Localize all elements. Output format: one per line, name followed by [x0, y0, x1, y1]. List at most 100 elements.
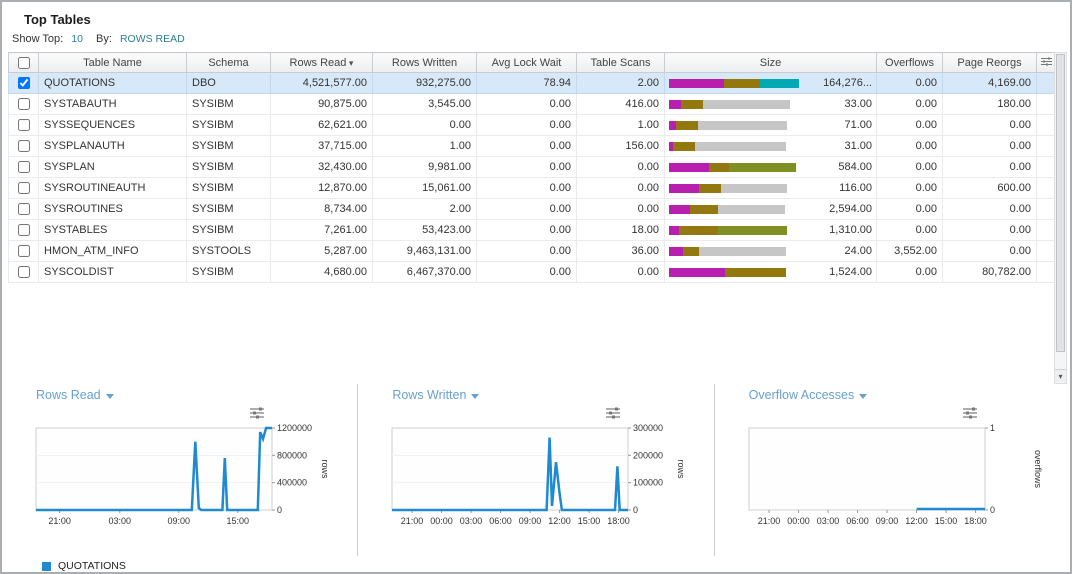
- cell-table-scans: 416.00: [576, 93, 665, 115]
- cell-overflows: 0.00: [876, 198, 943, 220]
- cell-avg-lock-wait: 78.94: [476, 72, 577, 94]
- show-top-value-link[interactable]: 10: [71, 33, 83, 45]
- cell-rows-read: 7,261.00: [270, 219, 373, 241]
- row-checkbox-cell: [8, 177, 39, 199]
- column-header-table-scans[interactable]: Table Scans: [576, 52, 665, 73]
- table-row[interactable]: SYSSEQUENCES SYSIBM 62,621.00 0.00 0.00 1.00 7…: [8, 114, 1057, 136]
- table-row[interactable]: SYSCOLDIST SYSIBM 4,680.00 6,467,370.00 0.00…: [8, 261, 1057, 283]
- size-bar-segment: [702, 99, 790, 109]
- row-checkbox[interactable]: [17, 119, 30, 132]
- size-value: 164,276...: [823, 77, 872, 89]
- cell-table-scans: 156.00: [576, 135, 665, 157]
- table-row[interactable]: SYSROUTINEAUTH SYSIBM 12,870.00 15,061.00 0.…: [8, 177, 1057, 199]
- select-all-checkbox[interactable]: [17, 56, 30, 69]
- column-header-size[interactable]: Size: [664, 52, 877, 73]
- cell-overflows: 0.00: [876, 72, 943, 94]
- size-stacked-bar: [669, 204, 799, 214]
- row-checkbox-cell: [8, 114, 39, 136]
- cell-size: 33.00: [664, 93, 877, 115]
- size-value: 31.00: [844, 140, 872, 152]
- size-bar-segment: [724, 267, 786, 277]
- row-checkbox[interactable]: [17, 182, 30, 195]
- cell-schema: SYSIBM: [186, 198, 271, 220]
- overflow-accesses-chart: 0 1 21:00 00:00 03:00 06:00 09:00 12:00 15:00 18:…: [748, 423, 1043, 526]
- column-header-avg-lock-wait[interactable]: Avg Lock Wait: [476, 52, 577, 73]
- row-checkbox[interactable]: [17, 224, 30, 237]
- svg-text:03:00: 03:00: [816, 516, 839, 526]
- rows-read-chart-dropdown[interactable]: Rows Read: [36, 388, 114, 402]
- row-checkbox[interactable]: [17, 245, 30, 258]
- chart-settings-icon[interactable]: [250, 406, 264, 424]
- table-row[interactable]: HMON_ATM_INFO SYSTOOLS 5,287.00 9,463,131.0…: [8, 240, 1057, 262]
- cell-avg-lock-wait: 0.00: [476, 177, 577, 199]
- row-spacer-cell: [1036, 219, 1057, 241]
- scrollbar-thumb[interactable]: [1056, 54, 1065, 352]
- row-spacer-cell: [1036, 72, 1057, 94]
- size-value: 2,594.00: [829, 203, 872, 215]
- rows-written-chart: 0 100000 200000 300000 21:00 00:00 03:00 06:00 0…: [391, 423, 686, 526]
- cell-overflows: 0.00: [876, 114, 943, 136]
- svg-text:12:00: 12:00: [549, 516, 572, 526]
- chevron-down-icon: [859, 394, 868, 399]
- svg-text:100000: 100000: [633, 478, 663, 488]
- cell-table-name: SYSSEQUENCES: [38, 114, 187, 136]
- column-header-page-reorgs[interactable]: Page Reorgs: [942, 52, 1037, 73]
- chart-settings-icon[interactable]: [962, 406, 977, 424]
- table-area: Table Name Schema Rows Read ▾ Rows Written A…: [2, 52, 1070, 384]
- column-header-rows-written[interactable]: Rows Written: [372, 52, 477, 73]
- cell-rows-read: 8,734.00: [270, 198, 373, 220]
- column-header-schema[interactable]: Schema: [186, 52, 271, 73]
- row-checkbox[interactable]: [17, 203, 30, 216]
- svg-text:06:00: 06:00: [846, 516, 869, 526]
- cell-rows-written: 3,545.00: [372, 93, 477, 115]
- size-stacked-bar: [669, 246, 799, 256]
- cell-page-reorgs: 180.00: [942, 93, 1037, 115]
- cell-rows-written: 6,467,370.00: [372, 261, 477, 283]
- table-row[interactable]: QUOTATIONS DBO 4,521,577.00 932,275.00 78.94…: [8, 72, 1057, 94]
- cell-page-reorgs: 600.00: [942, 177, 1037, 199]
- size-bar-segment: [669, 120, 676, 130]
- scroll-down-button[interactable]: ▾: [1055, 369, 1066, 382]
- column-header-rows-read[interactable]: Rows Read ▾: [270, 52, 373, 73]
- row-checkbox[interactable]: [17, 77, 30, 90]
- cell-table-scans: 0.00: [576, 198, 665, 220]
- by-value-link[interactable]: ROWS READ: [119, 33, 185, 45]
- row-spacer-cell: [1036, 135, 1057, 157]
- table-row[interactable]: SYSPLAN SYSIBM 32,430.00 9,981.00 0.00 0.00 58…: [8, 156, 1057, 178]
- cell-size: 164,276...: [664, 72, 877, 94]
- row-checkbox[interactable]: [17, 266, 30, 279]
- cell-table-name: SYSCOLDIST: [38, 261, 187, 283]
- rows-read-chart: 0 400000 800000 1200000 21:00 03:00 09:00 15:00…: [35, 423, 330, 526]
- vertical-scrollbar[interactable]: ▾: [1054, 52, 1067, 384]
- table-row[interactable]: SYSTABAUTH SYSIBM 90,875.00 3,545.00 0.00 416…: [8, 93, 1057, 115]
- overflow-accesses-chart-dropdown[interactable]: Overflow Accesses: [749, 388, 868, 402]
- svg-text:rows: rows: [676, 459, 686, 479]
- chart-settings-icon[interactable]: [606, 406, 621, 424]
- cell-schema: SYSIBM: [186, 219, 271, 241]
- column-header-overflows[interactable]: Overflows: [876, 52, 943, 73]
- rows-written-chart-dropdown[interactable]: Rows Written: [392, 388, 480, 402]
- table-row[interactable]: SYSROUTINES SYSIBM 8,734.00 2.00 0.00 0.00 2,5…: [8, 198, 1057, 220]
- column-header-table-name[interactable]: Table Name: [38, 52, 187, 73]
- cell-overflows: 0.00: [876, 135, 943, 157]
- row-checkbox[interactable]: [17, 140, 30, 153]
- svg-text:00:00: 00:00: [787, 516, 810, 526]
- size-bar-segment: [728, 162, 797, 172]
- size-bar-segment: [675, 120, 698, 130]
- cell-table-scans: 18.00: [576, 219, 665, 241]
- cell-overflows: 0.00: [876, 261, 943, 283]
- svg-text:15:00: 15:00: [578, 516, 601, 526]
- cell-rows-written: 0.00: [372, 114, 477, 136]
- size-bar-segment: [679, 225, 719, 235]
- cell-rows-read: 5,287.00: [270, 240, 373, 262]
- cell-table-name: HMON_ATM_INFO: [38, 240, 187, 262]
- table-row[interactable]: SYSTABLES SYSIBM 7,261.00 53,423.00 0.00 18.0…: [8, 219, 1057, 241]
- chart-panel-rows-written: Rows Written 0 100000 200000 300000 21:00 00:…: [357, 384, 713, 556]
- row-checkbox[interactable]: [17, 98, 30, 111]
- table-row[interactable]: SYSPLANAUTH SYSIBM 37,715.00 1.00 0.00 156.00…: [8, 135, 1057, 157]
- row-checkbox[interactable]: [17, 161, 30, 174]
- top-tables-table: Table Name Schema Rows Read ▾ Rows Written A…: [8, 52, 1057, 283]
- svg-text:overflows: overflows: [1033, 450, 1043, 489]
- size-bar-segment: [680, 99, 703, 109]
- chart-panel-rows-read: Rows Read 0 400000 800000 1200000 21:00 03:00…: [2, 384, 357, 556]
